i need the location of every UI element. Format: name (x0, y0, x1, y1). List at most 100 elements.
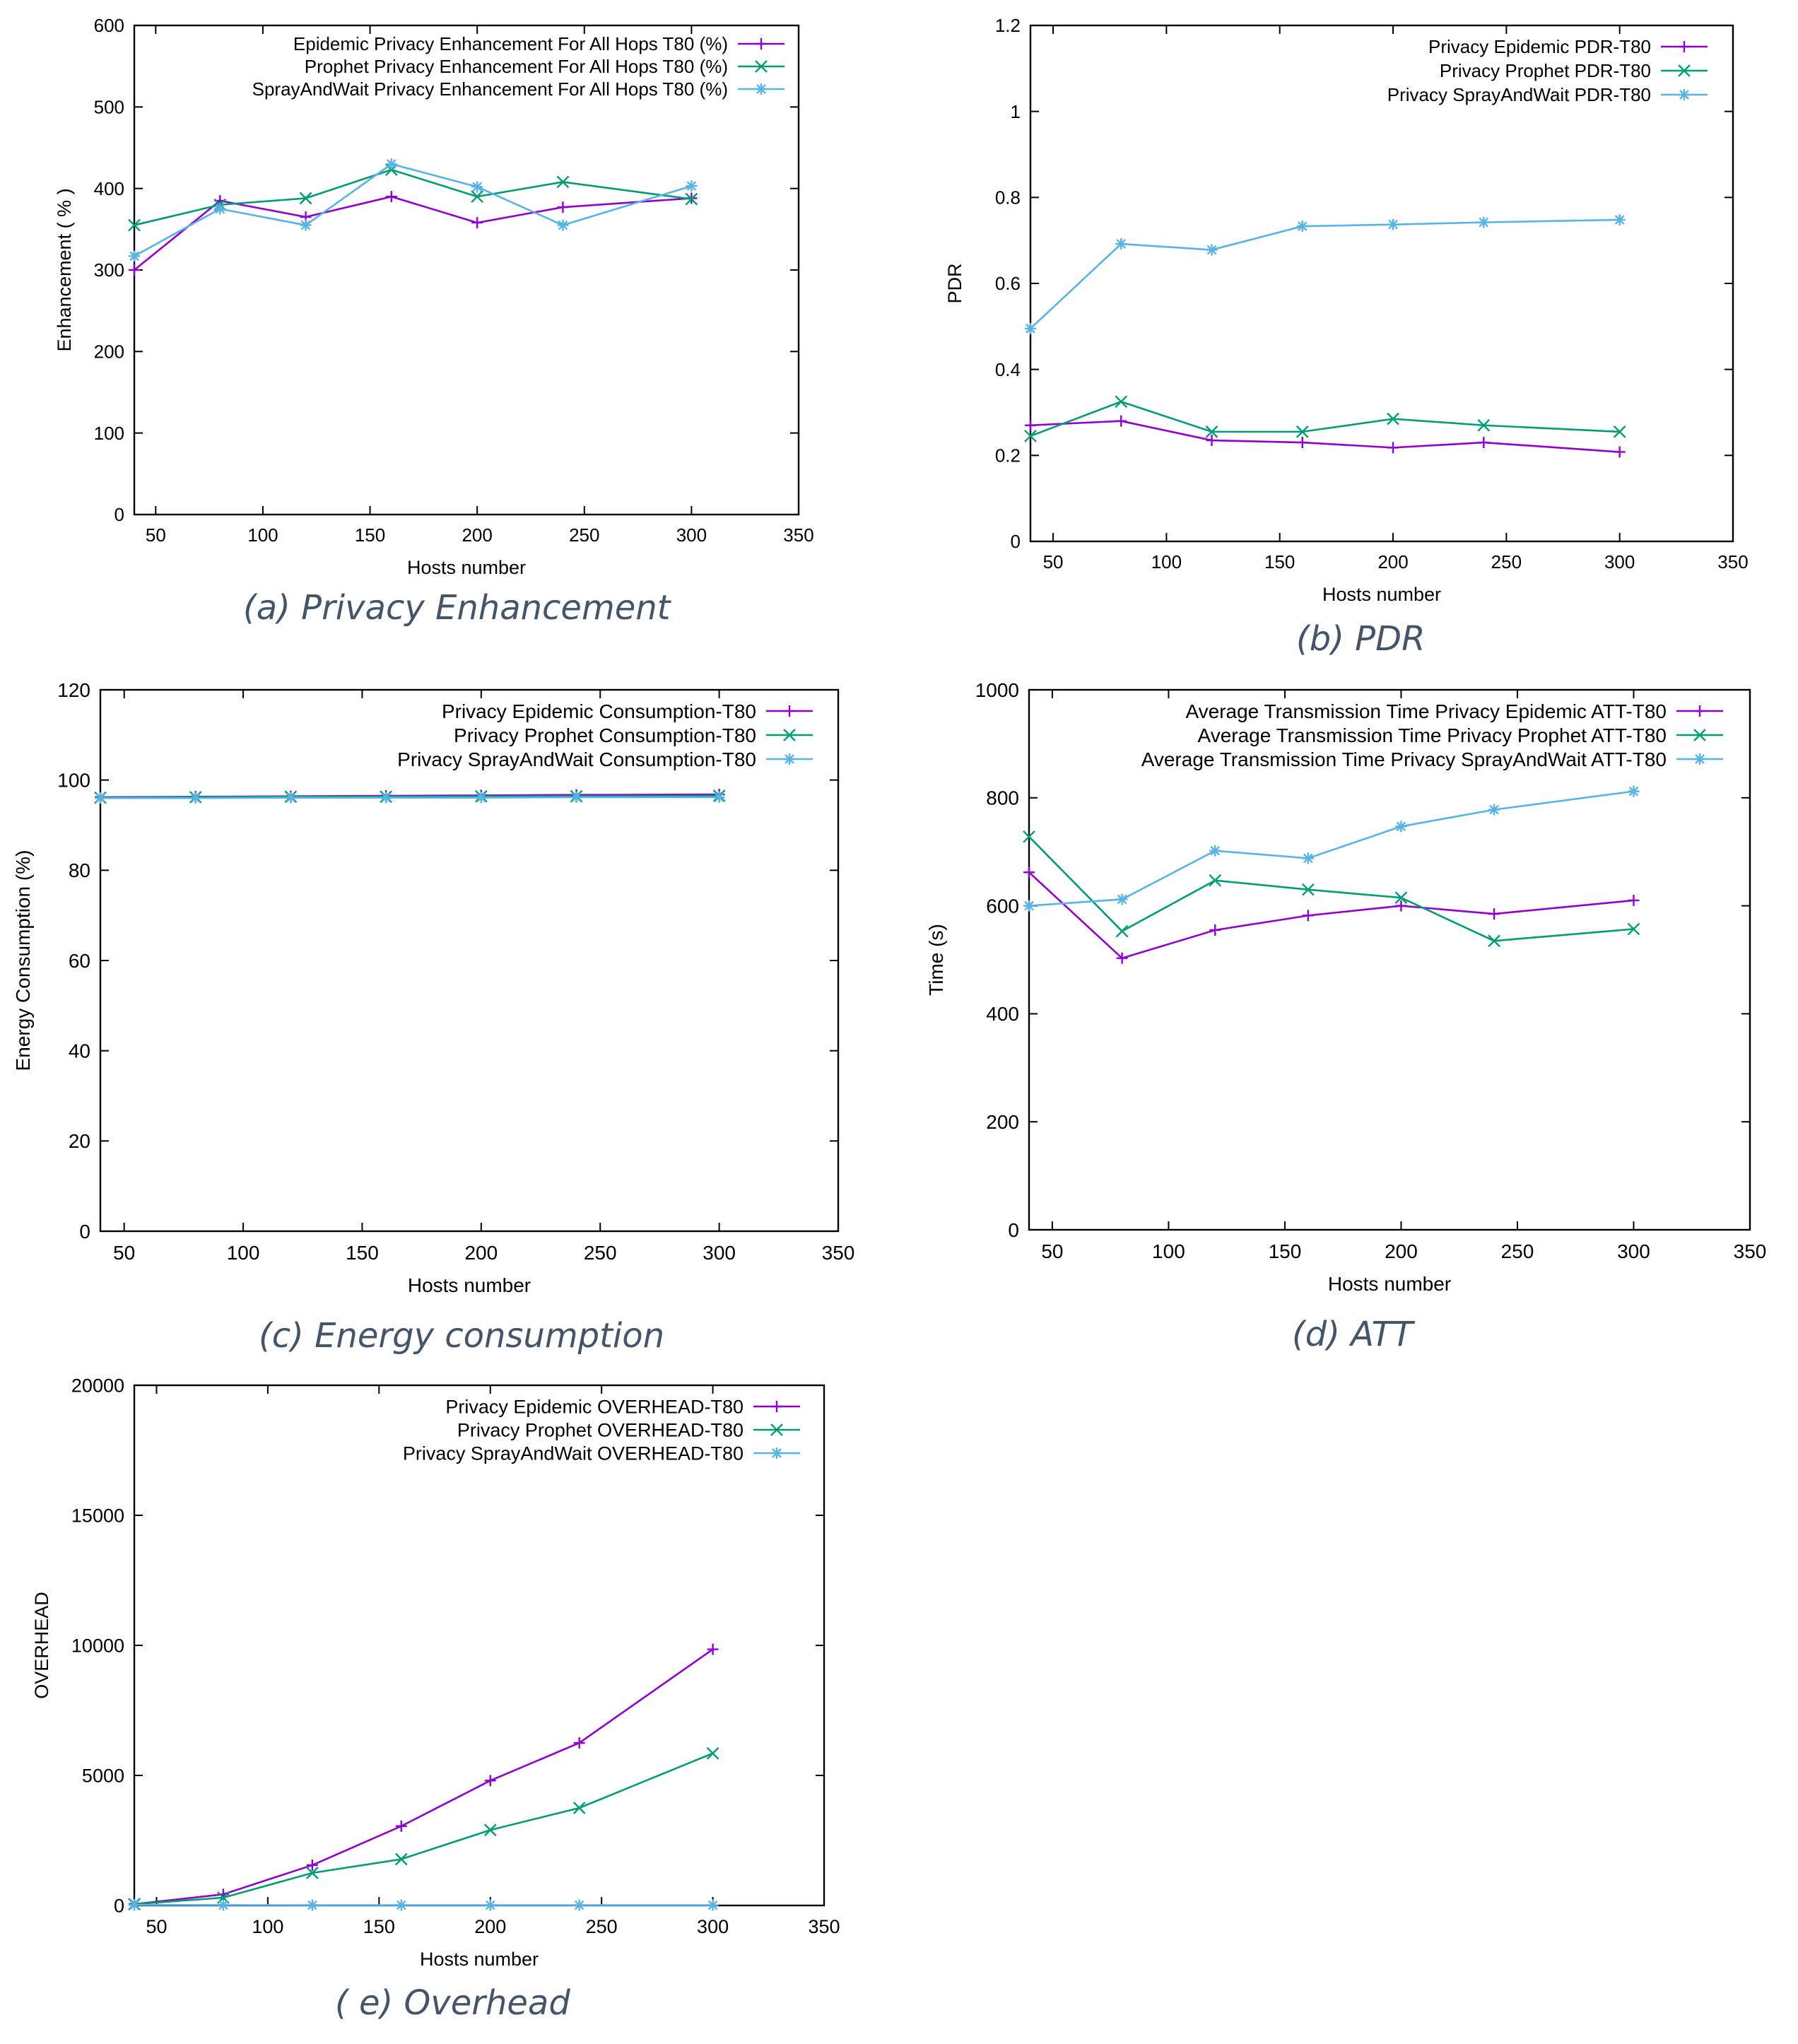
legend-label: Privacy Prophet OVERHEAD-T80 (457, 1419, 744, 1440)
x-tick-label: 250 (569, 524, 599, 546)
data-point (1614, 213, 1626, 225)
caption-e: ( e) Overhead (335, 1983, 570, 2023)
data-point (1116, 893, 1128, 905)
data-point (484, 1899, 496, 1911)
legend-marker (755, 60, 768, 73)
y-tick-label: 20 (69, 1130, 90, 1152)
legend-label: Average Transmission Time Privacy Prophe… (1198, 724, 1667, 746)
data-point (1115, 415, 1127, 427)
data-point (572, 1802, 586, 1814)
x-tick-label: 100 (1152, 1240, 1185, 1262)
y-tick-label: 100 (94, 423, 124, 444)
x-tick-label: 250 (1501, 1240, 1534, 1262)
data-point (1613, 425, 1626, 438)
y-tick-label: 400 (986, 1003, 1019, 1025)
data-point (306, 1867, 319, 1879)
data-point (707, 1643, 719, 1655)
x-tick-label: 100 (1151, 551, 1182, 572)
y-tick-label: 0.6 (995, 273, 1021, 294)
y-tick-label: 0 (1011, 531, 1021, 552)
data-point (1394, 891, 1408, 904)
y-tick-label: 600 (94, 15, 124, 36)
legend-label: SprayAndWait Privacy Enhancement For All… (252, 78, 728, 100)
data-point (1295, 425, 1309, 438)
x-tick-label: 300 (697, 1916, 729, 1937)
data-point (1387, 218, 1399, 230)
data-point (214, 203, 226, 215)
x-axis-label: Hosts number (1328, 1273, 1451, 1295)
x-tick-label: 50 (146, 1916, 167, 1937)
legend-marker (770, 1423, 783, 1436)
x-tick-label: 100 (227, 1242, 260, 1264)
y-tick-label: 20000 (71, 1375, 124, 1396)
data-point (306, 1859, 318, 1871)
data-point (573, 1737, 585, 1749)
x-tick-label: 250 (584, 1242, 617, 1264)
y-axis-label: PDR (944, 263, 965, 303)
x-tick-label: 300 (703, 1242, 736, 1264)
legend-marker (1679, 41, 1690, 52)
x-tick-label: 350 (783, 524, 813, 546)
legend-label: Privacy Epidemic OVERHEAD-T80 (445, 1396, 744, 1417)
data-point (217, 1899, 229, 1911)
legend-marker (1694, 705, 1705, 717)
data-point (1627, 922, 1640, 936)
y-tick-label: 0.8 (995, 187, 1021, 208)
data-point (1296, 437, 1308, 449)
data-point (95, 792, 106, 804)
y-tick-label: 500 (94, 96, 124, 117)
data-point (1488, 908, 1500, 920)
data-point (1387, 412, 1399, 425)
legend-marker (1679, 89, 1690, 100)
chart-b: 50 100 150 200 250 300 350 0 0.2 0.4 0.6 0.8 1 1.2 Hos… (944, 15, 1749, 605)
legend-marker (1678, 64, 1691, 77)
data-point (1395, 821, 1407, 833)
legend-label: Privacy SprayAndWait OVERHEAD-T80 (403, 1443, 744, 1464)
data-point (570, 791, 582, 803)
chart-a: 50 100 150 200 250 300 350 0 100 200 300 400 500 600 H… (54, 15, 814, 578)
data-point (385, 158, 397, 170)
y-axis-label: OVERHEAD (31, 1592, 52, 1699)
data-point (1296, 221, 1308, 233)
y-axis-label: Energy Consumption (%) (12, 850, 34, 1071)
x-tick-label: 150 (346, 1242, 379, 1264)
legend-label: Privacy Epidemic PDR-T80 (1428, 36, 1651, 57)
x-tick-label: 250 (586, 1916, 618, 1937)
data-point (395, 1899, 407, 1911)
data-point (557, 201, 569, 213)
x-tick-label: 350 (1717, 551, 1748, 572)
legend-marker (771, 1447, 782, 1459)
series-line-cross (1028, 835, 1634, 942)
x-tick-label: 350 (808, 1916, 840, 1937)
x-tick-label: 150 (1269, 1240, 1302, 1262)
legend-label: Privacy Prophet PDR-T80 (1440, 60, 1651, 81)
series-line-plus (134, 1648, 714, 1905)
legend-marker (784, 705, 795, 717)
data-point (1477, 418, 1491, 432)
y-tick-label: 200 (94, 341, 124, 362)
data-point (556, 175, 570, 189)
data-point (1024, 430, 1037, 442)
y-tick-label: 200 (986, 1111, 1019, 1133)
y-tick-label: 100 (57, 769, 90, 791)
legend-label: Average Transmission Time Privacy SprayA… (1141, 748, 1667, 770)
chart-d: 50 100 150 200 250 300 350 0 200 400 600 800 1000 Hos… (925, 679, 1766, 1295)
y-tick-label: 60 (69, 950, 90, 972)
x-tick-label: 50 (1041, 1240, 1063, 1262)
chart-c: 50 100 150 200 250 300 350 0 20 40 60 80 100 120 Hosts… (12, 679, 854, 1296)
data-point (1205, 425, 1218, 438)
series-line-plus (1028, 871, 1634, 960)
y-tick-label: 0 (79, 1221, 90, 1243)
y-tick-label: 0 (114, 504, 124, 525)
x-axis-label: Hosts number (1322, 584, 1441, 605)
legend-marker (1693, 729, 1706, 741)
data-point (1206, 435, 1218, 447)
x-tick-label: 100 (247, 524, 278, 546)
data-point (1115, 395, 1128, 409)
y-tick-label: 400 (94, 178, 124, 199)
x-tick-label: 300 (1604, 551, 1635, 572)
legend-label: Privacy Epidemic Consumption-T80 (442, 700, 756, 722)
caption-c: (c) Energy consumption (259, 1316, 665, 1356)
y-tick-label: 0.4 (995, 359, 1021, 380)
data-point (1025, 419, 1036, 431)
